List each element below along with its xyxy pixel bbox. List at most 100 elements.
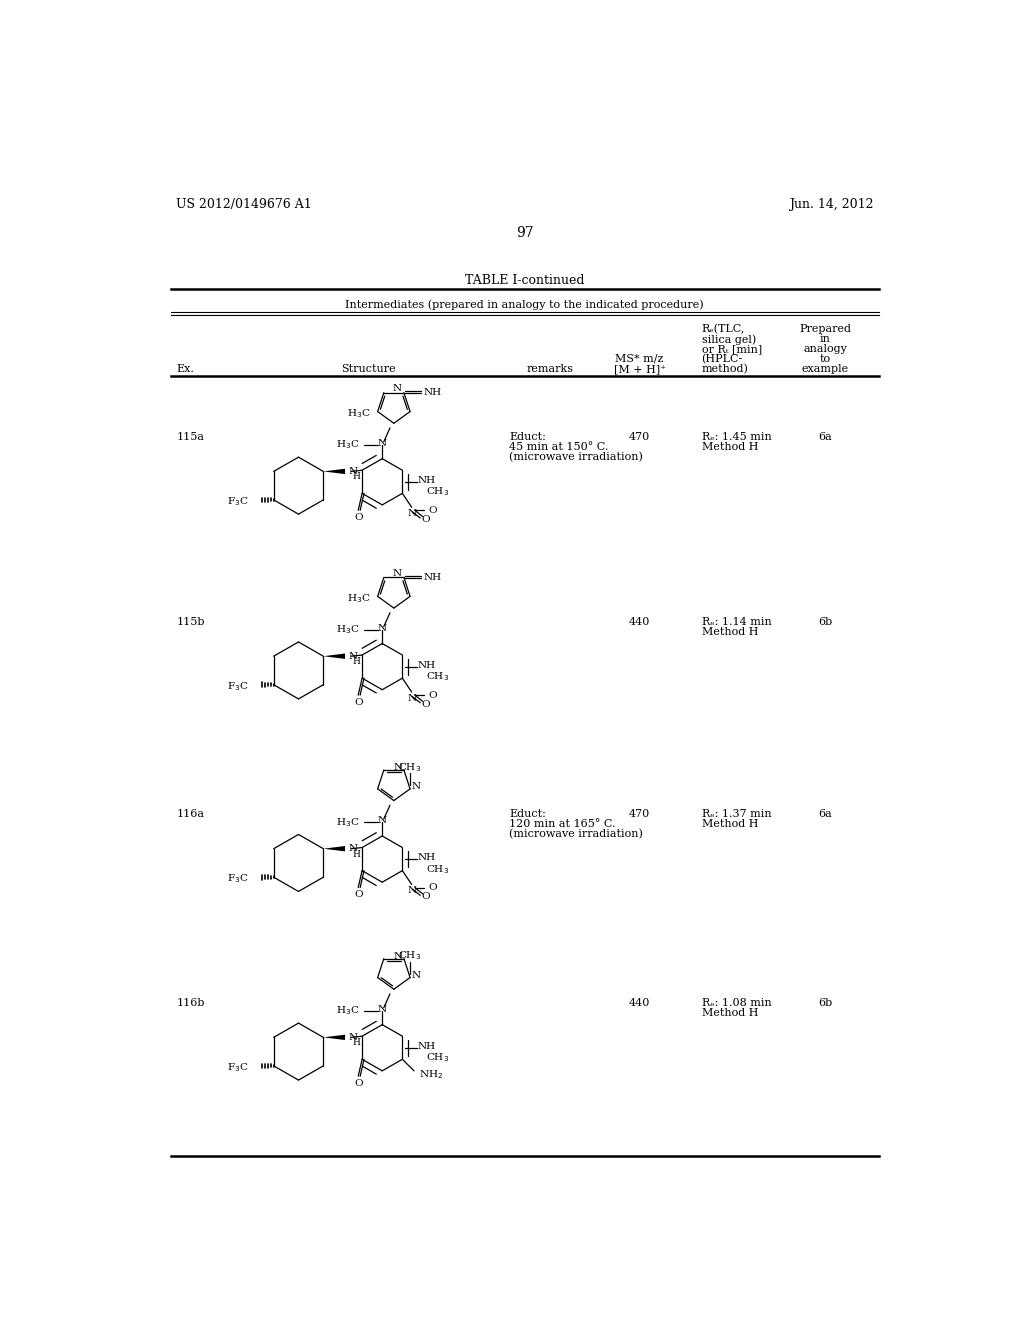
Text: 470: 470 bbox=[629, 432, 650, 442]
Text: H$_3$C: H$_3$C bbox=[347, 593, 371, 606]
Text: 6a: 6a bbox=[818, 809, 833, 818]
Text: CH$_3$: CH$_3$ bbox=[426, 863, 449, 875]
Text: Intermediates (prepared in analogy to the indicated procedure): Intermediates (prepared in analogy to th… bbox=[345, 300, 705, 310]
Text: example: example bbox=[802, 364, 849, 374]
Text: O: O bbox=[429, 883, 437, 892]
Text: H$_3$C: H$_3$C bbox=[347, 408, 371, 421]
Text: N: N bbox=[412, 781, 421, 791]
Text: Method H: Method H bbox=[701, 627, 758, 636]
Text: 440: 440 bbox=[629, 616, 650, 627]
Text: Method H: Method H bbox=[701, 442, 758, 451]
Text: H: H bbox=[353, 850, 360, 858]
Text: CH$_3$: CH$_3$ bbox=[426, 1051, 449, 1064]
Text: CH$_3$: CH$_3$ bbox=[426, 671, 449, 682]
Text: N: N bbox=[348, 652, 357, 661]
Text: N: N bbox=[408, 510, 416, 517]
Text: H$_3$C: H$_3$C bbox=[336, 816, 359, 829]
Text: H: H bbox=[353, 1039, 360, 1047]
Text: [M + H]⁺: [M + H]⁺ bbox=[613, 364, 666, 374]
Text: or Rₜ [min]: or Rₜ [min] bbox=[701, 345, 762, 354]
Text: 115a: 115a bbox=[177, 432, 205, 442]
Text: H$_3$C: H$_3$C bbox=[336, 623, 359, 636]
Text: Rₑ(TLC,: Rₑ(TLC, bbox=[701, 323, 744, 334]
Text: TABLE I-continued: TABLE I-continued bbox=[465, 275, 585, 286]
Text: Rₑ: 1.37 min: Rₑ: 1.37 min bbox=[701, 809, 771, 818]
Text: 97: 97 bbox=[516, 226, 534, 240]
Text: US 2012/0149676 A1: US 2012/0149676 A1 bbox=[176, 198, 311, 211]
Text: N: N bbox=[378, 623, 387, 632]
Text: N: N bbox=[378, 1005, 387, 1014]
Text: 6a: 6a bbox=[818, 432, 833, 442]
Text: N: N bbox=[378, 438, 387, 447]
Text: H$_3$C: H$_3$C bbox=[336, 438, 359, 451]
Text: Jun. 14, 2012: Jun. 14, 2012 bbox=[790, 198, 873, 211]
Text: F$_3$C: F$_3$C bbox=[226, 1061, 248, 1073]
Text: O: O bbox=[421, 892, 430, 902]
Text: 6b: 6b bbox=[818, 616, 833, 627]
Text: NH: NH bbox=[423, 573, 441, 582]
Text: Educt:: Educt: bbox=[509, 809, 546, 818]
Text: N: N bbox=[408, 694, 416, 702]
Text: N: N bbox=[393, 763, 402, 772]
Text: F$_3$C: F$_3$C bbox=[226, 680, 248, 693]
Text: silica gel): silica gel) bbox=[701, 334, 756, 345]
Text: in: in bbox=[820, 334, 830, 345]
Polygon shape bbox=[324, 469, 345, 474]
Text: (microwave irradiation): (microwave irradiation) bbox=[509, 829, 643, 840]
Text: 45 min at 150° C.: 45 min at 150° C. bbox=[509, 442, 608, 451]
Text: H$_3$C: H$_3$C bbox=[336, 1005, 359, 1018]
Text: MS* m/z: MS* m/z bbox=[615, 354, 664, 364]
Text: N: N bbox=[348, 467, 357, 477]
Text: F$_3$C: F$_3$C bbox=[226, 873, 248, 886]
Text: O: O bbox=[354, 890, 364, 899]
Text: 115b: 115b bbox=[177, 616, 206, 627]
Text: O: O bbox=[354, 697, 364, 706]
Text: CH$_3$: CH$_3$ bbox=[398, 760, 422, 774]
Polygon shape bbox=[324, 846, 345, 851]
Text: H: H bbox=[353, 473, 360, 482]
Text: CH$_3$: CH$_3$ bbox=[398, 949, 422, 962]
Text: NH: NH bbox=[423, 388, 441, 397]
Text: 440: 440 bbox=[629, 998, 650, 1007]
Text: (HPLC-: (HPLC- bbox=[701, 354, 742, 364]
Text: Rₑ: 1.14 min: Rₑ: 1.14 min bbox=[701, 616, 771, 627]
Text: N: N bbox=[408, 886, 416, 895]
Text: O: O bbox=[421, 700, 430, 709]
Text: N: N bbox=[348, 845, 357, 853]
Text: O: O bbox=[354, 512, 364, 521]
Polygon shape bbox=[324, 653, 345, 659]
Text: Rₑ: 1.08 min: Rₑ: 1.08 min bbox=[701, 998, 771, 1007]
Text: F$_3$C: F$_3$C bbox=[226, 495, 248, 508]
Text: O: O bbox=[429, 690, 437, 700]
Text: NH: NH bbox=[418, 853, 436, 862]
Text: Structure: Structure bbox=[341, 364, 395, 374]
Text: N: N bbox=[392, 569, 401, 578]
Text: 116b: 116b bbox=[177, 998, 206, 1007]
Text: H: H bbox=[353, 657, 360, 667]
Text: 6b: 6b bbox=[818, 998, 833, 1007]
Text: 120 min at 165° C.: 120 min at 165° C. bbox=[509, 818, 615, 829]
Text: NH: NH bbox=[418, 660, 436, 669]
Text: Educt:: Educt: bbox=[509, 432, 546, 442]
Text: remarks: remarks bbox=[527, 364, 573, 374]
Text: Ex.: Ex. bbox=[177, 364, 195, 374]
Text: N: N bbox=[392, 384, 401, 393]
Text: O: O bbox=[421, 515, 430, 524]
Text: O: O bbox=[354, 1078, 364, 1088]
Text: N: N bbox=[348, 1032, 357, 1041]
Text: Prepared: Prepared bbox=[800, 323, 852, 334]
Text: O: O bbox=[429, 506, 437, 515]
Text: 116a: 116a bbox=[177, 809, 205, 818]
Text: to: to bbox=[820, 354, 831, 364]
Text: Method H: Method H bbox=[701, 818, 758, 829]
Text: N: N bbox=[378, 816, 387, 825]
Text: NH: NH bbox=[418, 1041, 436, 1051]
Text: 470: 470 bbox=[629, 809, 650, 818]
Text: NH: NH bbox=[418, 475, 436, 484]
Text: CH$_3$: CH$_3$ bbox=[426, 486, 449, 498]
Text: Rₑ: 1.45 min: Rₑ: 1.45 min bbox=[701, 432, 771, 442]
Text: Method H: Method H bbox=[701, 1007, 758, 1018]
Text: N: N bbox=[393, 952, 402, 961]
Text: analogy: analogy bbox=[804, 345, 848, 354]
Text: (microwave irradiation): (microwave irradiation) bbox=[509, 451, 643, 462]
